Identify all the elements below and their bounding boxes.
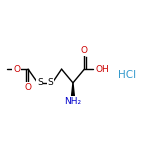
Text: O: O [81,47,88,55]
Text: HCl: HCl [118,70,136,80]
Text: O: O [13,65,20,74]
Text: O: O [25,83,32,92]
Text: NH₂: NH₂ [64,97,81,106]
Polygon shape [72,83,74,96]
Text: S: S [47,78,53,87]
Text: OH: OH [96,65,109,74]
Text: S: S [37,78,43,87]
